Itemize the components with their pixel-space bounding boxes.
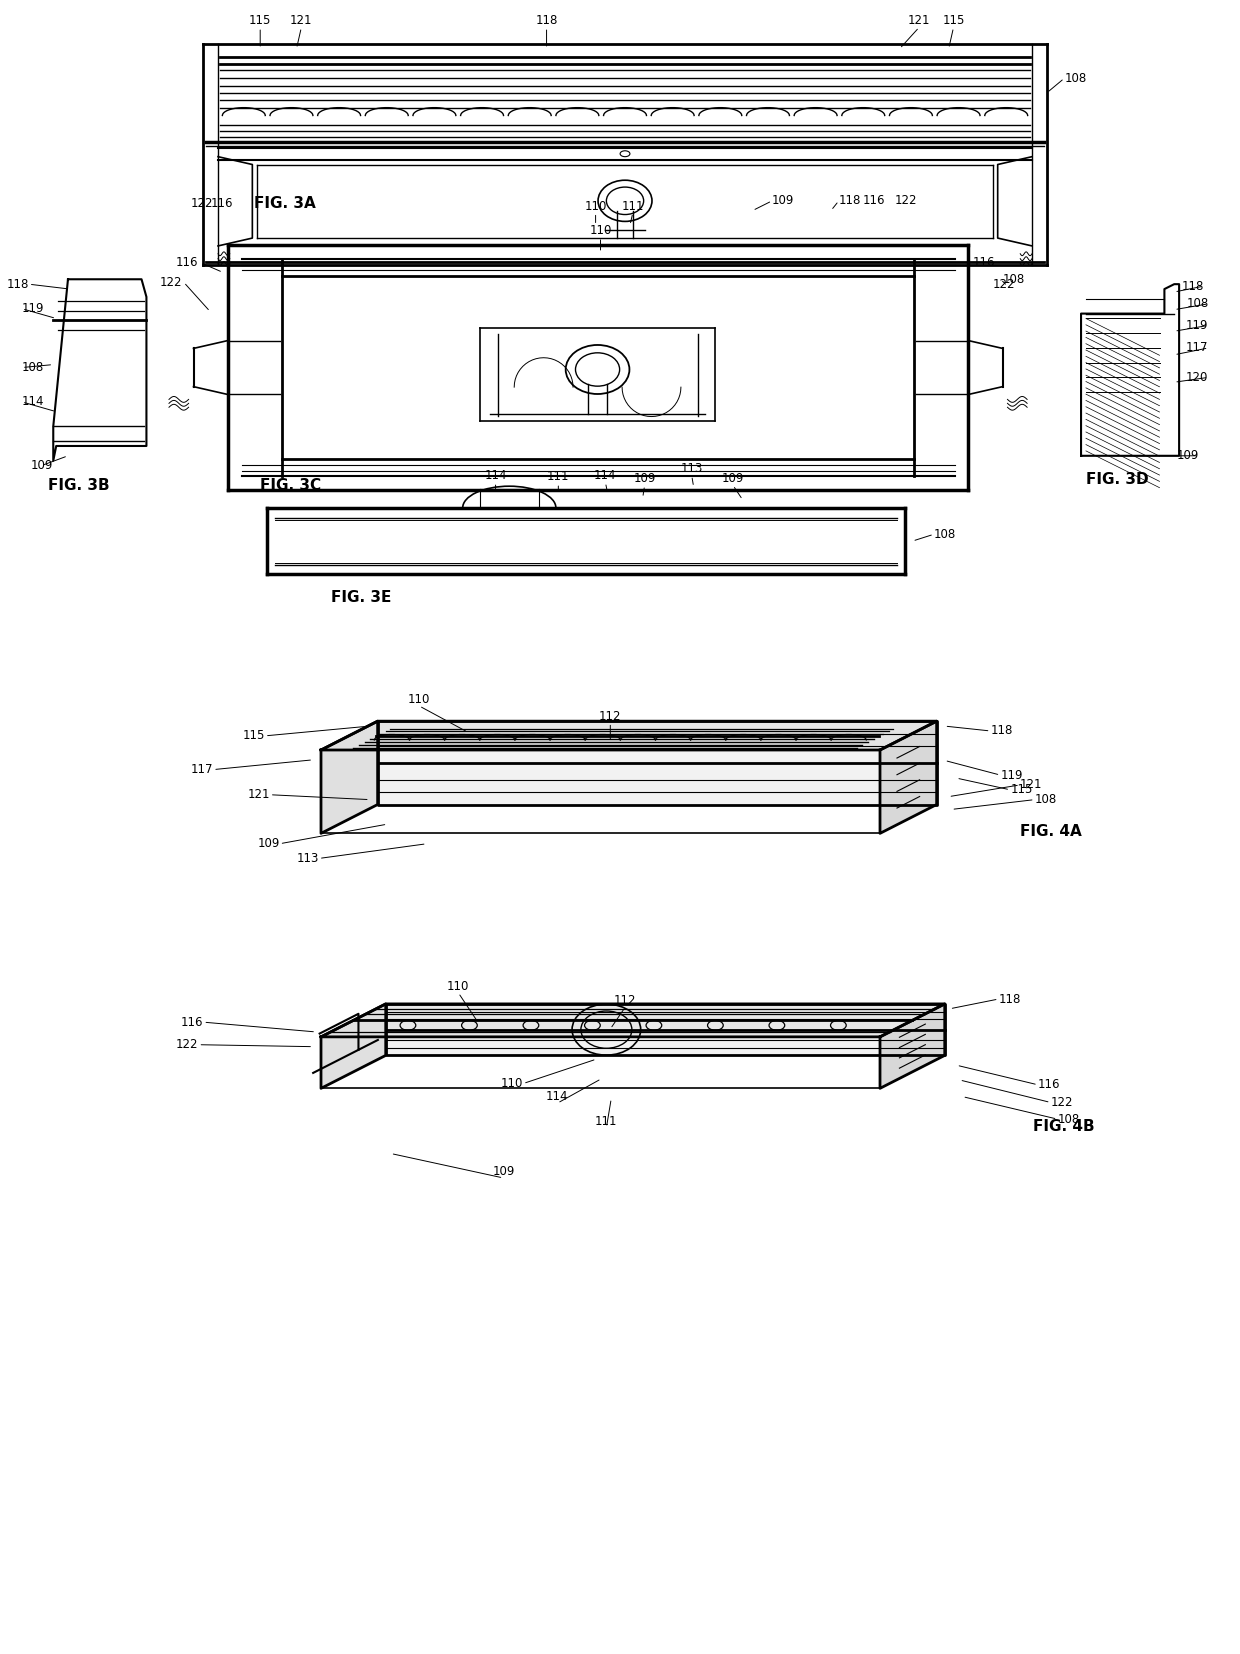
Polygon shape (880, 1004, 945, 1088)
Text: FIG. 4A: FIG. 4A (1021, 824, 1081, 839)
Text: 119: 119 (1185, 319, 1209, 332)
Text: FIG. 3E: FIG. 3E (331, 590, 391, 605)
Text: 122: 122 (191, 197, 213, 210)
Text: 111: 111 (547, 470, 569, 483)
Text: 108: 108 (934, 528, 956, 541)
Text: 118: 118 (998, 992, 1021, 1006)
Text: 120: 120 (1187, 370, 1209, 384)
Text: 121: 121 (290, 15, 312, 26)
Polygon shape (321, 1004, 386, 1088)
Text: 109: 109 (722, 471, 744, 485)
Text: 121: 121 (908, 15, 930, 26)
Text: 110: 110 (589, 223, 611, 237)
Text: 116: 116 (1038, 1078, 1060, 1092)
Text: 116: 116 (862, 194, 885, 207)
Text: 122: 122 (159, 276, 182, 289)
Polygon shape (1081, 284, 1179, 457)
Polygon shape (321, 721, 378, 834)
Text: 113: 113 (296, 852, 319, 865)
Polygon shape (880, 721, 936, 834)
Text: 114: 114 (22, 395, 45, 409)
Text: 122: 122 (176, 1039, 198, 1052)
Text: FIG. 3A: FIG. 3A (254, 197, 316, 212)
Text: FIG. 3D: FIG. 3D (1086, 473, 1148, 488)
Text: 116: 116 (973, 256, 996, 270)
Text: 119: 119 (22, 303, 45, 316)
Text: 108: 108 (1187, 298, 1209, 311)
Polygon shape (53, 280, 146, 461)
Text: 109: 109 (634, 471, 656, 485)
Polygon shape (321, 1004, 945, 1037)
Text: 110: 110 (501, 1077, 523, 1090)
Text: 113: 113 (681, 463, 703, 475)
Text: 115: 115 (249, 15, 272, 26)
Text: 109: 109 (30, 460, 52, 471)
Text: FIG. 3B: FIG. 3B (48, 478, 110, 493)
Text: 114: 114 (594, 470, 616, 483)
Text: 122: 122 (993, 278, 1016, 291)
Text: 108: 108 (1058, 1113, 1080, 1126)
Text: 108: 108 (1034, 794, 1056, 805)
Polygon shape (386, 1004, 945, 1055)
Text: 118: 118 (991, 724, 1013, 738)
Text: 118: 118 (1182, 280, 1204, 293)
Text: 117: 117 (191, 762, 213, 776)
Text: FIG. 3C: FIG. 3C (260, 478, 321, 493)
Text: 109: 109 (257, 837, 279, 850)
Text: 121: 121 (1021, 779, 1043, 791)
Text: 109: 109 (1177, 450, 1199, 461)
Text: 118: 118 (536, 15, 558, 26)
Text: 110: 110 (448, 979, 470, 992)
Text: 118: 118 (838, 194, 862, 207)
Text: 122: 122 (1050, 1097, 1073, 1108)
Text: 118: 118 (6, 278, 29, 291)
Text: 109: 109 (492, 1164, 515, 1178)
Text: 114: 114 (485, 470, 507, 483)
Text: 116: 116 (211, 197, 233, 210)
Text: 112: 112 (599, 710, 621, 723)
Text: 117: 117 (1185, 341, 1209, 354)
Text: 122: 122 (895, 194, 918, 207)
Text: 112: 112 (614, 994, 636, 1007)
Text: 111: 111 (595, 1115, 618, 1128)
Text: 115: 115 (1011, 784, 1033, 796)
Text: 114: 114 (546, 1090, 569, 1103)
Text: 110: 110 (408, 693, 430, 706)
Text: 115: 115 (942, 15, 965, 26)
Text: 116: 116 (181, 1016, 203, 1029)
Text: 109: 109 (773, 194, 795, 207)
Text: 116: 116 (176, 256, 198, 270)
Text: 108: 108 (1003, 273, 1024, 286)
Polygon shape (378, 721, 936, 804)
Polygon shape (321, 721, 936, 749)
Text: 110: 110 (584, 200, 606, 213)
Text: FIG. 4B: FIG. 4B (1033, 1120, 1095, 1135)
Text: 115: 115 (243, 729, 265, 743)
Text: 108: 108 (1064, 71, 1086, 84)
Text: 108: 108 (22, 361, 45, 374)
Text: 111: 111 (621, 200, 644, 213)
Text: 121: 121 (247, 789, 270, 801)
Text: 119: 119 (1001, 769, 1023, 782)
